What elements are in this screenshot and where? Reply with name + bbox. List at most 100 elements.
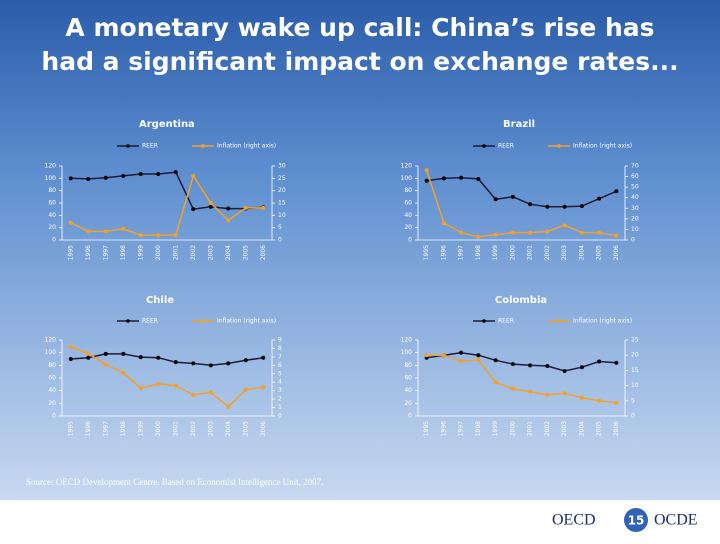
x-tick-label: 1997 xyxy=(458,421,465,436)
y2-tick-label: 9 xyxy=(278,337,282,344)
y-tick-label: 100 xyxy=(45,175,57,182)
series-marker xyxy=(562,204,567,209)
legend-marker xyxy=(482,144,486,148)
series-marker xyxy=(261,385,266,390)
x-tick-label: 2005 xyxy=(596,245,603,260)
y2-tick-label: 25 xyxy=(278,175,286,182)
x-tick-label: 1995 xyxy=(423,245,430,260)
series-marker xyxy=(243,358,248,363)
page-badge xyxy=(624,508,648,532)
series-marker xyxy=(86,229,91,234)
series-marker xyxy=(476,357,481,362)
series-marker xyxy=(138,233,143,238)
x-tick-label: 2003 xyxy=(561,245,568,260)
legend-label: Inflation (right axis) xyxy=(573,143,632,150)
legend-marker xyxy=(126,319,130,323)
series-marker xyxy=(226,218,231,223)
series-marker xyxy=(510,362,515,367)
y2-tick-label: 10 xyxy=(278,212,286,219)
legend-label: REER xyxy=(498,143,514,150)
x-tick-label: 2005 xyxy=(596,421,603,436)
y-tick-label: 60 xyxy=(404,375,412,382)
y2-tick-label: 30 xyxy=(631,205,639,212)
y-tick-label: 20 xyxy=(48,400,56,407)
series-marker xyxy=(226,206,231,211)
series-marker xyxy=(156,355,161,360)
y-tick-label: 120 xyxy=(45,337,57,344)
x-tick-label: 1996 xyxy=(85,245,92,260)
y-tick-label: 60 xyxy=(404,200,412,207)
series-marker xyxy=(493,232,498,237)
y2-tick-label: 5 xyxy=(278,224,282,231)
x-tick-label: 1995 xyxy=(67,245,74,260)
series-marker xyxy=(86,176,91,181)
legend-label: REER xyxy=(498,318,514,325)
y2-tick-label: 3 xyxy=(278,387,282,394)
series-marker xyxy=(597,359,602,364)
x-tick-label: 2003 xyxy=(207,245,214,260)
series-marker xyxy=(261,355,266,360)
slide-title-line: A monetary wake up call: China’s rise ha… xyxy=(65,13,654,42)
x-tick-label: 2002 xyxy=(190,245,197,260)
y2-tick-label: 25 xyxy=(631,337,639,344)
x-tick-label: 1999 xyxy=(492,421,499,436)
y-tick-label: 20 xyxy=(48,224,56,231)
y2-tick-label: 70 xyxy=(631,163,639,170)
series-marker xyxy=(476,234,481,239)
y2-tick-label: 10 xyxy=(631,382,639,389)
series-marker xyxy=(528,363,533,368)
y2-tick-label: 60 xyxy=(631,173,639,180)
series-marker xyxy=(68,344,73,349)
y2-tick-label: 30 xyxy=(278,163,286,170)
series-marker xyxy=(579,395,584,400)
series-marker xyxy=(424,353,429,358)
y2-tick-label: 20 xyxy=(631,215,639,222)
y-tick-label: 0 xyxy=(408,237,412,244)
series-marker xyxy=(545,204,550,209)
series-marker xyxy=(208,363,213,368)
page-number: 15 xyxy=(628,514,645,528)
series-line xyxy=(426,351,617,372)
series-marker xyxy=(226,404,231,409)
x-tick-label: 1998 xyxy=(120,421,127,436)
y-tick-label: 120 xyxy=(45,163,57,170)
x-tick-label: 1997 xyxy=(102,421,109,436)
series-marker xyxy=(614,233,619,238)
series-marker xyxy=(156,233,161,238)
y2-tick-label: 0 xyxy=(631,237,635,244)
series-marker xyxy=(173,170,178,175)
x-tick-label: 2005 xyxy=(242,421,249,436)
series-line xyxy=(425,169,617,238)
series-marker xyxy=(459,230,464,235)
x-tick-label: 2000 xyxy=(155,421,162,436)
series-marker xyxy=(493,197,498,202)
series-marker xyxy=(459,175,464,180)
y2-tick-label: 10 xyxy=(631,226,639,233)
y-tick-label: 100 xyxy=(45,349,57,356)
y-tick-label: 0 xyxy=(408,413,412,420)
y-tick-label: 120 xyxy=(401,163,413,170)
series-marker xyxy=(476,353,481,358)
x-tick-label: 1995 xyxy=(423,421,430,436)
series-line xyxy=(426,354,617,404)
series-marker xyxy=(597,230,602,235)
y-tick-label: 80 xyxy=(404,187,412,194)
x-tick-label: 2000 xyxy=(155,245,162,260)
footer-bar xyxy=(0,500,720,540)
series-marker xyxy=(121,226,126,231)
series-marker xyxy=(226,361,231,366)
y2-tick-label: 20 xyxy=(278,187,286,194)
series-marker xyxy=(173,360,178,365)
series-marker xyxy=(86,351,91,356)
series-marker xyxy=(103,175,108,180)
x-tick-label: 1997 xyxy=(458,245,465,260)
y2-tick-label: 0 xyxy=(278,413,282,420)
series-marker xyxy=(545,229,550,234)
y-tick-label: 40 xyxy=(404,387,412,394)
series-marker xyxy=(191,207,196,212)
y2-tick-label: 20 xyxy=(631,352,639,359)
series-marker xyxy=(156,172,161,177)
series-marker xyxy=(476,176,481,181)
legend-label: REER xyxy=(142,143,158,150)
